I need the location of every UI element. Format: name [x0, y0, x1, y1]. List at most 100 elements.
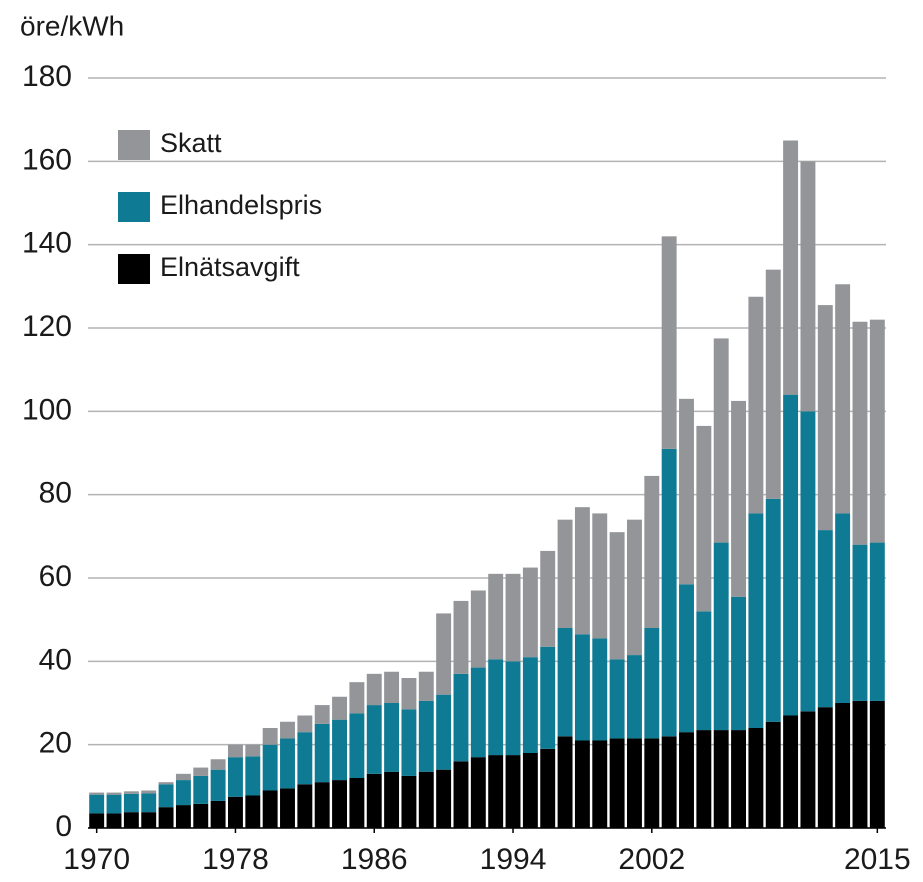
bar-segment [765, 498, 781, 722]
bar-segment [505, 661, 521, 756]
bar-segment [488, 659, 504, 756]
bar-segment [453, 761, 469, 828]
bar-segment [505, 755, 521, 828]
bar-segment [193, 775, 209, 804]
bar-segment [175, 805, 191, 828]
bar-segment [765, 269, 781, 499]
bar-segment [852, 544, 868, 701]
bar-segment [158, 784, 174, 808]
bar-segment [314, 723, 330, 783]
y-tick-label: 0 [55, 810, 72, 843]
bar-segment [470, 757, 486, 828]
y-tick-label: 80 [39, 477, 72, 510]
bar-segment [280, 721, 295, 739]
bar-segment [384, 771, 400, 828]
bar-segment [869, 700, 885, 828]
bar-segment [713, 730, 729, 828]
bar-segment [835, 703, 851, 828]
bar-segment [349, 682, 365, 714]
bar-segment [540, 748, 556, 828]
bar-segment [401, 678, 417, 710]
bar-segment [644, 628, 660, 739]
bar-segment [418, 771, 434, 828]
bar-segment [696, 425, 712, 612]
bar-segment [748, 296, 764, 514]
bar-segment [210, 759, 226, 770]
y-tick-label: 20 [39, 727, 72, 760]
bar-segment [609, 659, 625, 739]
bar-segment [175, 780, 191, 806]
bar-segment [626, 655, 642, 739]
bar-segment [332, 696, 348, 720]
bar-segment [557, 628, 573, 737]
bar-segment [366, 705, 382, 774]
bar-segment [193, 767, 209, 776]
bar-segment [731, 596, 747, 731]
bar-segment [401, 709, 417, 776]
bar-segment [852, 321, 868, 545]
bar-segment [679, 398, 694, 585]
bar-segment [418, 700, 434, 772]
bar-segment [522, 567, 538, 658]
bar-segment [713, 338, 729, 543]
bar-segment [436, 769, 452, 828]
bar-segment [401, 775, 417, 828]
bar-segment [89, 792, 105, 795]
bar-segment [696, 611, 712, 731]
x-tick-label: 1978 [202, 843, 269, 876]
bar-segment [592, 638, 608, 741]
bar-segment [280, 738, 295, 789]
bar-segment [141, 790, 157, 794]
x-tick-label: 2015 [844, 843, 911, 876]
bar-segment [574, 740, 590, 828]
bar-segment [800, 161, 816, 412]
bar-segment [349, 713, 365, 778]
x-tick-label: 1970 [63, 843, 130, 876]
legend-swatch [118, 192, 150, 222]
bar-segment [470, 590, 486, 668]
bar-segment [661, 236, 677, 449]
x-tick-label: 2002 [618, 843, 685, 876]
bar-segment [609, 738, 625, 828]
bar-segment [227, 796, 243, 828]
bar-segment [800, 411, 816, 712]
bar-segment [748, 513, 764, 728]
bar-segment [297, 784, 313, 828]
bar-segment [835, 284, 851, 514]
y-tick-label: 100 [22, 393, 72, 426]
bar-segment [470, 667, 486, 758]
bar-segment [540, 550, 556, 647]
bar-segment [297, 715, 313, 733]
bar-segment [817, 707, 833, 828]
bar-segment [557, 519, 573, 628]
bar-segment [384, 703, 400, 772]
bar-segment [783, 715, 799, 828]
bar-segment [488, 573, 504, 660]
bar-segment [453, 600, 469, 674]
bar-segment [661, 448, 677, 737]
bar-segment [817, 530, 833, 708]
bar-segment [123, 791, 139, 794]
bar-segment [210, 769, 226, 801]
bar-segment [869, 542, 885, 701]
bar-segment [245, 744, 261, 757]
bar-segment [418, 671, 434, 701]
bar-segment [540, 646, 556, 749]
y-tick-label: 120 [22, 310, 72, 343]
y-tick-label: 180 [22, 60, 72, 93]
bar-segment [574, 507, 590, 635]
bar-segment [644, 475, 660, 628]
bar-segment [366, 773, 382, 828]
bar-segment [141, 793, 157, 813]
legend-label: Skatt [160, 128, 222, 158]
y-axis-label: öre/kWh [20, 10, 124, 41]
bar-segment [713, 542, 729, 731]
bar-segment [800, 711, 816, 828]
bar-segment [574, 634, 590, 741]
bar-segment [852, 700, 868, 828]
bar-segment [227, 744, 243, 758]
bar-segment [731, 730, 747, 828]
bar-segment [314, 782, 330, 828]
bar-segment [332, 719, 348, 781]
